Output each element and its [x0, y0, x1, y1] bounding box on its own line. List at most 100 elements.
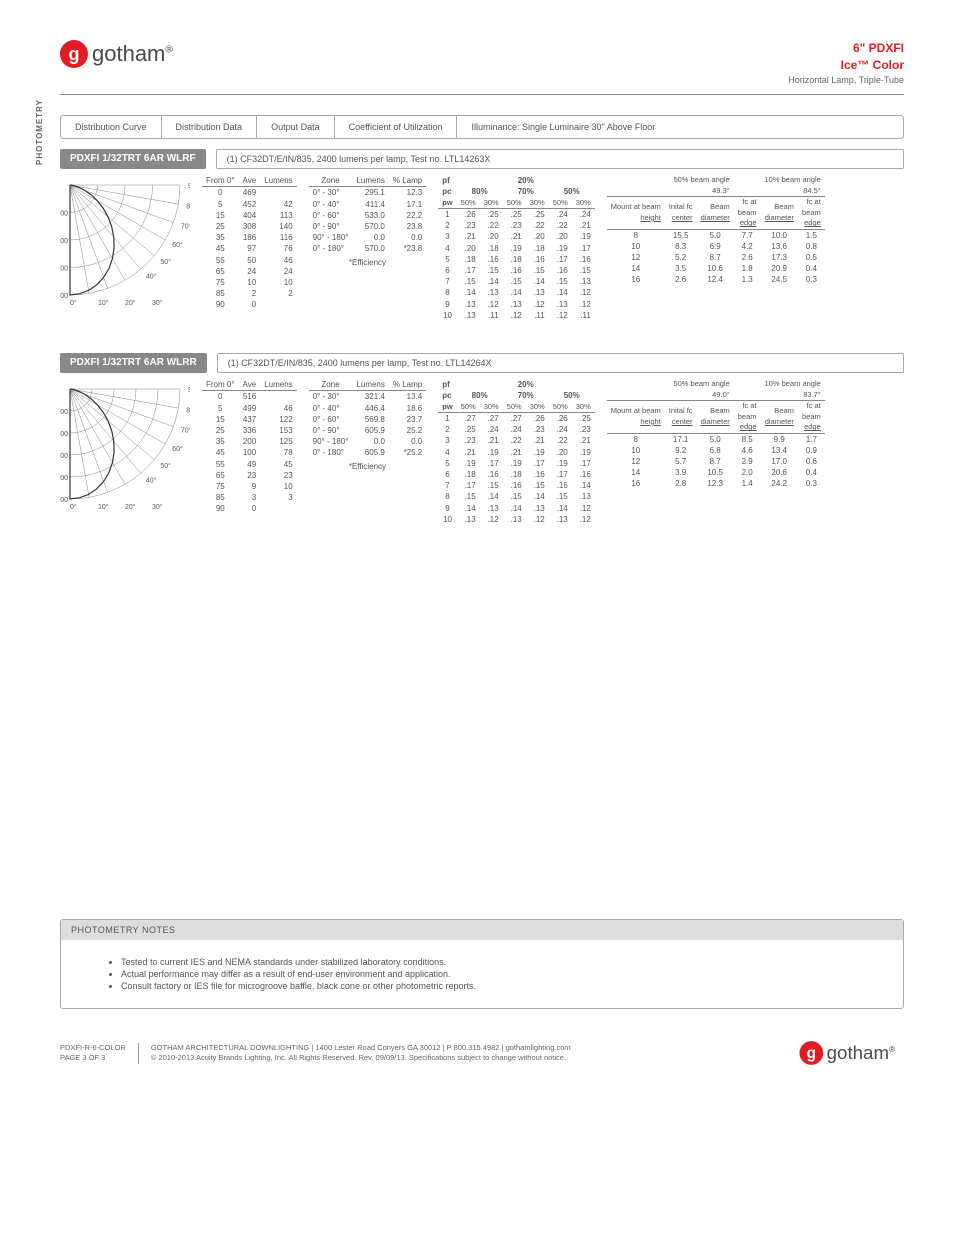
svg-text:10°: 10° — [98, 503, 109, 511]
tab-distribution-curve: Distribution Curve — [61, 116, 162, 138]
table-row: 162.612.41.324.50.3 — [607, 274, 825, 285]
table-row: 8533 — [202, 492, 297, 503]
svg-text:90°: 90° — [188, 386, 190, 394]
table-row: 8.15.14.15.14.15.13 — [438, 491, 595, 502]
tab-distribution-data: Distribution Data — [162, 116, 258, 138]
svg-text:90°: 90° — [188, 182, 190, 190]
footer-id: PDXFI-R-6-COLOR PAGE 3 OF 3 — [60, 1043, 139, 1064]
notes-item: Consult factory or IES file for microgro… — [121, 981, 883, 991]
notes-title: PHOTOMETRY NOTES — [61, 920, 903, 940]
svg-text:70°: 70° — [181, 223, 190, 231]
svg-text:80°: 80° — [186, 203, 190, 211]
table-row: 1.26.25.25.25.24.24 — [438, 209, 595, 221]
table-row: 555046 — [202, 255, 297, 266]
svg-text:300: 300 — [60, 453, 68, 460]
output-table: ZoneLumens% Lamp0° - 30°295.112.30° - 40… — [309, 175, 427, 268]
table-row: 1.27.27.27.26.26.25 — [438, 413, 595, 425]
table-row: 9.14.13.14.13.14.12 — [438, 503, 595, 514]
coef-table: pf20%pc80%70%50%pw50%30%50%30%50%30%1.27… — [438, 379, 595, 525]
svg-text:30°: 30° — [152, 299, 163, 307]
svg-text:60°: 60° — [172, 241, 183, 249]
svg-text:100: 100 — [60, 211, 68, 218]
table-row: 6.17.15.16.15.16.15 — [438, 265, 595, 276]
distribution-curve: 10020030040050040°50°60°70°80°90°0°10°20… — [60, 379, 190, 539]
svg-text:400: 400 — [60, 293, 68, 300]
tab-coefficient: Coefficient of Utilization — [335, 116, 458, 138]
table-row: 35200125 — [202, 436, 297, 447]
table-row: 90° - 180°0.00.0 — [309, 232, 427, 243]
table-row: 143.510.61.820.90.4 — [607, 263, 825, 274]
table-row: 109.26.84.613.40.9 — [607, 445, 825, 456]
svg-text:400: 400 — [60, 475, 68, 482]
model-label: PDXFI 1/32TRT 6AR WLRF — [60, 149, 206, 169]
table-row: 35186116 — [202, 232, 297, 243]
model-desc: (1) CF32DT/E/IN/835, 2400 lumens per lam… — [217, 353, 904, 373]
table-row: 545242 — [202, 199, 297, 210]
table-row: 5.19.17.19.17.19.17 — [438, 458, 595, 469]
table-row: 0° - 30°321.413.4 — [309, 391, 427, 403]
header-line2: Ice™ Color — [788, 57, 904, 74]
svg-text:20°: 20° — [125, 299, 136, 307]
notes-item: Tested to current IES and NEMA standards… — [121, 957, 883, 967]
table-row: 125.78.72.917.00.6 — [607, 456, 825, 467]
table-row: 817.15.08.59.91.7 — [607, 433, 825, 445]
svg-text:10°: 10° — [98, 299, 109, 307]
table-row: 15404113 — [202, 210, 297, 221]
table-row: 459776 — [202, 243, 297, 254]
table-row: 815.55.07.710.01.5 — [607, 229, 825, 241]
table-row: 4510078 — [202, 447, 297, 458]
data-block: 10020030040040°50°60°70°80°90°0°10°20°30… — [60, 175, 904, 335]
brand-icon: g — [60, 40, 88, 68]
table-row: 0° - 90°605.925.2 — [309, 425, 427, 436]
svg-text:50°: 50° — [160, 462, 171, 470]
coef-table: pf20%pc80%70%50%pw50%30%50%30%50%30%1.26… — [438, 175, 595, 321]
distribution-curve: 10020030040040°50°60°70°80°90°0°10°20°30… — [60, 175, 190, 335]
table-row: 6.18.16.18.16.17.16 — [438, 469, 595, 480]
footer-logo: g gotham® — [800, 1041, 896, 1065]
table-row: 8.14.13.14.13.14.12 — [438, 287, 595, 298]
footer-text: GOTHAM ARCHITECTURAL DOWNLIGHTING | 1400… — [151, 1043, 571, 1064]
section-tabs: Distribution Curve Distribution Data Out… — [60, 115, 904, 139]
table-row: 7.17.15.16.15.16.14 — [438, 480, 595, 491]
data-block: 10020030040050040°50°60°70°80°90°0°10°20… — [60, 379, 904, 539]
table-row: 3.23.21.22.21.22.21 — [438, 435, 595, 446]
side-label: PHOTOMETRY — [35, 99, 44, 165]
table-row: 900 — [202, 299, 297, 310]
table-row: 10.13.11.12.11.12.11 — [438, 310, 595, 321]
table-row: 25336153 — [202, 425, 297, 436]
table-row: 162.812.31.424.20.3 — [607, 478, 825, 489]
table-row: 2.23.22.23.22.22.21 — [438, 220, 595, 231]
table-row: 0° - 40°446.418.6 — [309, 403, 427, 414]
table-row: 90° - 180°0.00.0 — [309, 436, 427, 447]
notes-item: Actual performance may differ as a resul… — [121, 969, 883, 979]
table-row: 7.15.14.15.14.15.13 — [438, 276, 595, 287]
dist-table: From 0°AveLumens046954524215404113253081… — [202, 175, 297, 310]
svg-text:80°: 80° — [186, 407, 190, 415]
page-header: g gotham® 6" PDXFI Ice™ Color Horizontal… — [60, 40, 904, 95]
table-row: 0° - 90°570.023.8 — [309, 221, 427, 232]
model-label: PDXFI 1/32TRT 6AR WLRR — [60, 353, 207, 373]
table-row: 0° - 180°570.0*23.8 — [309, 243, 427, 254]
header-line3: Horizontal Lamp, Triple-Tube — [788, 74, 904, 87]
table-row: 4.21.19.21.19.20.19 — [438, 447, 595, 458]
brand-name: gotham® — [92, 41, 173, 67]
notes-list: Tested to current IES and NEMA standards… — [81, 957, 883, 991]
photometry-notes: PHOTOMETRY NOTES Tested to current IES a… — [60, 919, 904, 1009]
table-row: 751010 — [202, 277, 297, 288]
table-row: 4.20.18.19.18.19.17 — [438, 243, 595, 254]
table-row: 108.36.94.213.60.8 — [607, 241, 825, 252]
table-row: 2.25.24.24.23.24.23 — [438, 424, 595, 435]
table-row: 900 — [202, 503, 297, 514]
dist-table: From 0°AveLumens051654994615437122253361… — [202, 379, 297, 514]
svg-text:0°: 0° — [70, 299, 77, 307]
table-row: 0° - 180°605.9*25.2 — [309, 447, 427, 458]
table-row: 0° - 60°569.823.7 — [309, 414, 427, 425]
illum-table: 50% beam angle49.3°10% beam angle84.5°Mo… — [607, 175, 825, 285]
model-desc: (1) CF32DT/E/IN/835, 2400 lumens per lam… — [216, 149, 904, 169]
page-footer: PDXFI-R-6-COLOR PAGE 3 OF 3 GOTHAM ARCHI… — [60, 1039, 904, 1067]
brand-logo: g gotham® — [60, 40, 173, 68]
table-row: 25308140 — [202, 221, 297, 232]
table-row: 0° - 40°411.417.1 — [309, 199, 427, 210]
table-row: 652424 — [202, 266, 297, 277]
svg-text:50°: 50° — [160, 258, 171, 266]
